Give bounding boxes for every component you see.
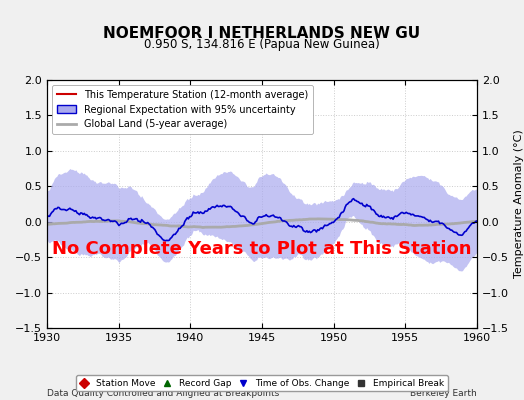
Legend: Station Move, Record Gap, Time of Obs. Change, Empirical Break: Station Move, Record Gap, Time of Obs. C… (77, 375, 447, 392)
Text: 0.950 S, 134.816 E (Papua New Guinea): 0.950 S, 134.816 E (Papua New Guinea) (144, 38, 380, 51)
Text: NOEMFOOR I NETHERLANDS NEW GU: NOEMFOOR I NETHERLANDS NEW GU (103, 26, 421, 41)
Legend: This Temperature Station (12-month average), Regional Expectation with 95% uncer: This Temperature Station (12-month avera… (52, 85, 313, 134)
Text: Data Quality Controlled and Aligned at Breakpoints: Data Quality Controlled and Aligned at B… (47, 389, 279, 398)
Text: Berkeley Earth: Berkeley Earth (410, 389, 477, 398)
Text: No Complete Years to Plot at This Station: No Complete Years to Plot at This Statio… (52, 240, 472, 258)
Y-axis label: Temperature Anomaly (°C): Temperature Anomaly (°C) (514, 130, 524, 278)
